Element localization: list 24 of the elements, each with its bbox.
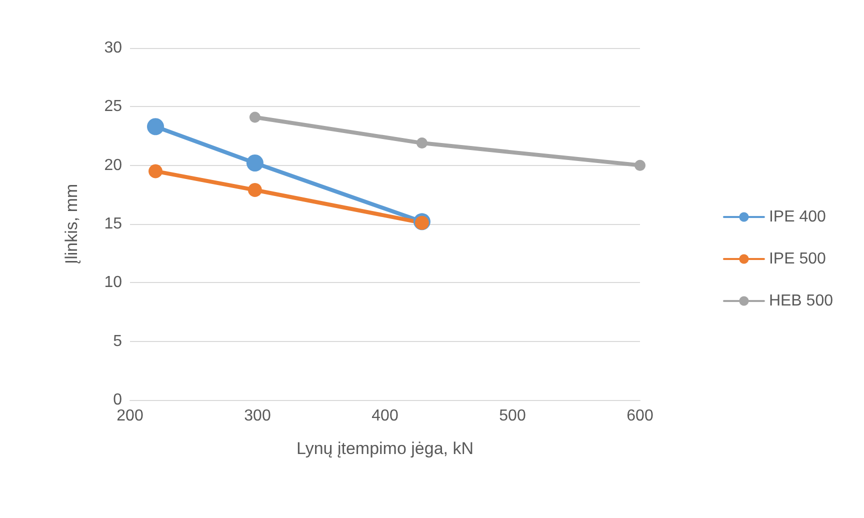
x-tick-label: 600 (626, 408, 654, 424)
x-axis-title: Lynų įtempimo jėga, kN (296, 439, 474, 458)
x-tick-label: 500 (499, 408, 526, 424)
x-tick-label: 400 (372, 408, 398, 424)
point (147, 118, 164, 136)
y-axis-title: Įlinkis, mm (62, 184, 81, 264)
point (148, 164, 162, 178)
y-tick-label: 5 (113, 332, 122, 350)
y-tick-label: 25 (104, 98, 122, 116)
y-tick-label: 10 (104, 274, 122, 292)
y-tick-label: 15 (104, 216, 122, 232)
legend-label: IPE 500 (768, 250, 826, 268)
point (634, 160, 646, 171)
y-tick-label: 0 (113, 392, 122, 408)
x-tick-label: 200 (116, 408, 144, 424)
point (249, 112, 260, 123)
y-tick-label: 20 (104, 156, 122, 174)
x-tick-label: 300 (244, 408, 271, 424)
legend-label: HEB 500 (768, 292, 834, 310)
y-tick-label: 30 (104, 40, 122, 56)
point (248, 182, 262, 197)
legend-label: IPE 400 (768, 208, 826, 226)
point (246, 154, 264, 172)
point (416, 138, 428, 149)
